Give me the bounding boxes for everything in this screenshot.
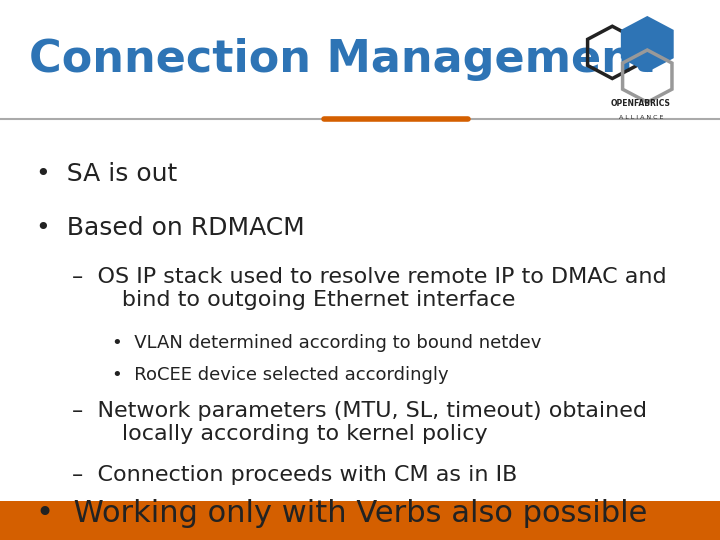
- Text: •  RoCEE device selected accordingly: • RoCEE device selected accordingly: [112, 366, 449, 384]
- Text: OPENFABRICS: OPENFABRICS: [611, 99, 671, 108]
- Text: –  Connection proceeds with CM as in IB: – Connection proceeds with CM as in IB: [72, 465, 518, 485]
- Text: •  Working only with Verbs also possible: • Working only with Verbs also possible: [36, 500, 647, 529]
- Text: •  VLAN determined according to bound netdev: • VLAN determined according to bound net…: [112, 334, 541, 352]
- Text: •  SA is out: • SA is out: [36, 162, 177, 186]
- Text: –  OS IP stack used to resolve remote IP to DMAC and
       bind to outgoing Eth: – OS IP stack used to resolve remote IP …: [72, 267, 667, 310]
- FancyBboxPatch shape: [0, 501, 720, 540]
- Text: –  Network parameters (MTU, SL, timeout) obtained
       locally according to ke: – Network parameters (MTU, SL, timeout) …: [72, 401, 647, 444]
- Polygon shape: [623, 18, 672, 70]
- Text: Connection Management: Connection Management: [29, 38, 654, 81]
- Text: A L L I A N C E: A L L I A N C E: [618, 115, 663, 120]
- Text: •  Based on RDMACM: • Based on RDMACM: [36, 216, 305, 240]
